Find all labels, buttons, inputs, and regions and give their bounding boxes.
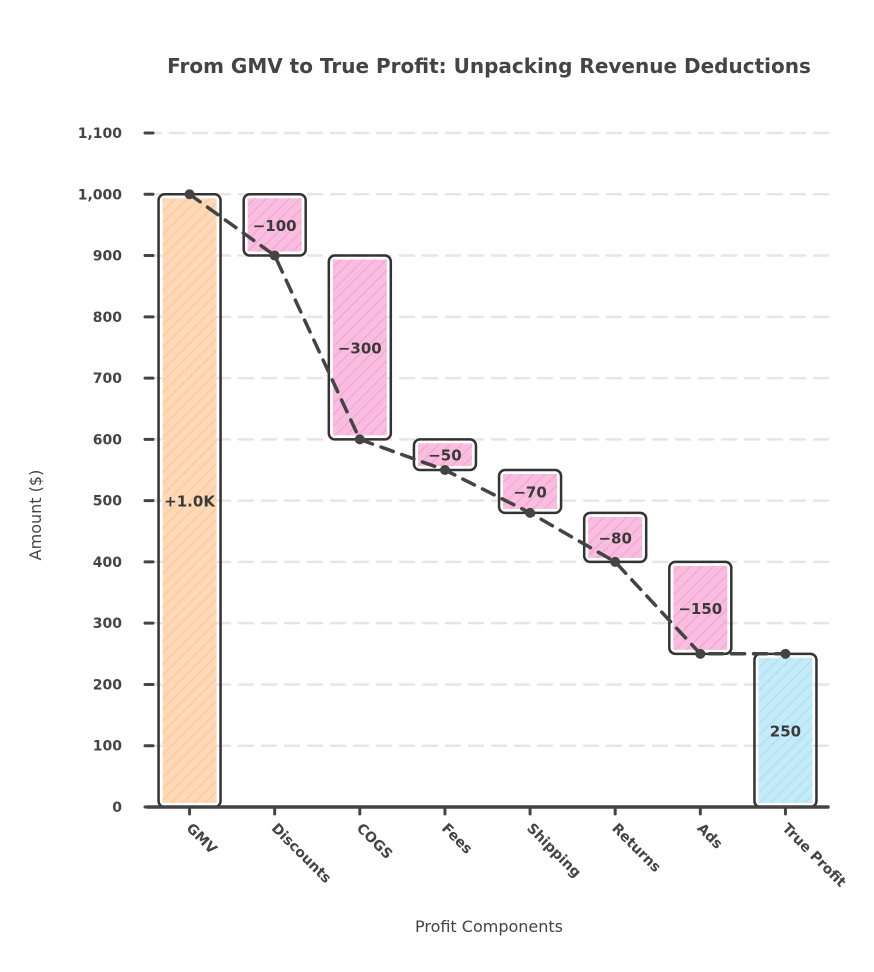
connector-point xyxy=(439,465,450,475)
bar-value-label: −100 xyxy=(253,217,297,235)
x-category-label: COGS xyxy=(353,821,395,863)
bar-fill xyxy=(332,259,387,436)
bars xyxy=(157,193,818,809)
bar-fill xyxy=(247,198,302,252)
bar-value-label: −300 xyxy=(338,339,382,357)
y-tick-label: 100 xyxy=(93,739,122,755)
connector-point xyxy=(780,648,791,659)
y-tick-label: 300 xyxy=(93,616,122,632)
bar-labels: +1.0K −100 −300 −50 −70 −80 −150 250 xyxy=(164,217,801,741)
bar-fill xyxy=(758,657,813,803)
x-axis-title: Profit Components xyxy=(415,917,563,936)
y-tick-label: 1,100 xyxy=(78,126,123,142)
y-tick-label: 800 xyxy=(93,310,122,326)
x-axis xyxy=(145,805,830,816)
y-axis-title: Amount ($) xyxy=(26,470,45,561)
connector-point xyxy=(695,648,706,659)
bar-fill xyxy=(417,443,472,466)
chart-title: From GMV to True Profit: Unpacking Reven… xyxy=(167,54,811,78)
connector-point xyxy=(610,556,621,567)
connector-point xyxy=(184,189,195,200)
bar-value-label: −70 xyxy=(513,483,546,501)
x-category-label: Fees xyxy=(438,821,475,858)
bar-value-label: −80 xyxy=(598,529,631,547)
y-tick-label: 900 xyxy=(93,249,122,265)
y-tick-label: 400 xyxy=(93,555,122,571)
x-category-label: True Profit xyxy=(779,821,849,891)
connector-path xyxy=(187,192,788,656)
connector-point xyxy=(269,250,280,261)
bar-value-label: 250 xyxy=(770,722,801,740)
x-category-label: Discounts xyxy=(268,821,334,887)
y-tick-label: 500 xyxy=(93,494,122,510)
bar-fill xyxy=(162,198,217,804)
x-axis-categories: GMV Discounts COGS Fees Shipping Returns Ads Tr… xyxy=(183,821,849,891)
x-category-label: Ads xyxy=(693,821,725,853)
connector-lines xyxy=(184,189,791,659)
y-tick-label: 1,000 xyxy=(78,187,123,203)
y-tick-label: 200 xyxy=(93,677,122,693)
connector-point xyxy=(354,434,365,445)
y-tick-label: 0 xyxy=(112,800,122,816)
bar-value-label: −50 xyxy=(428,447,461,465)
y-tick-label: 700 xyxy=(93,371,122,387)
bar-value-label: +1.0K xyxy=(164,493,216,511)
connector-point xyxy=(525,507,536,518)
x-category-label: Returns xyxy=(608,821,663,876)
y-axis-ticks: 0 100 200 300 400 500 600 700 800 900 1,000 1,100 xyxy=(78,126,155,816)
y-tick-label: 600 xyxy=(93,432,122,448)
x-category-label: Shipping xyxy=(523,821,584,882)
x-category-label: GMV xyxy=(183,821,220,858)
bar-value-label: −150 xyxy=(678,600,722,618)
